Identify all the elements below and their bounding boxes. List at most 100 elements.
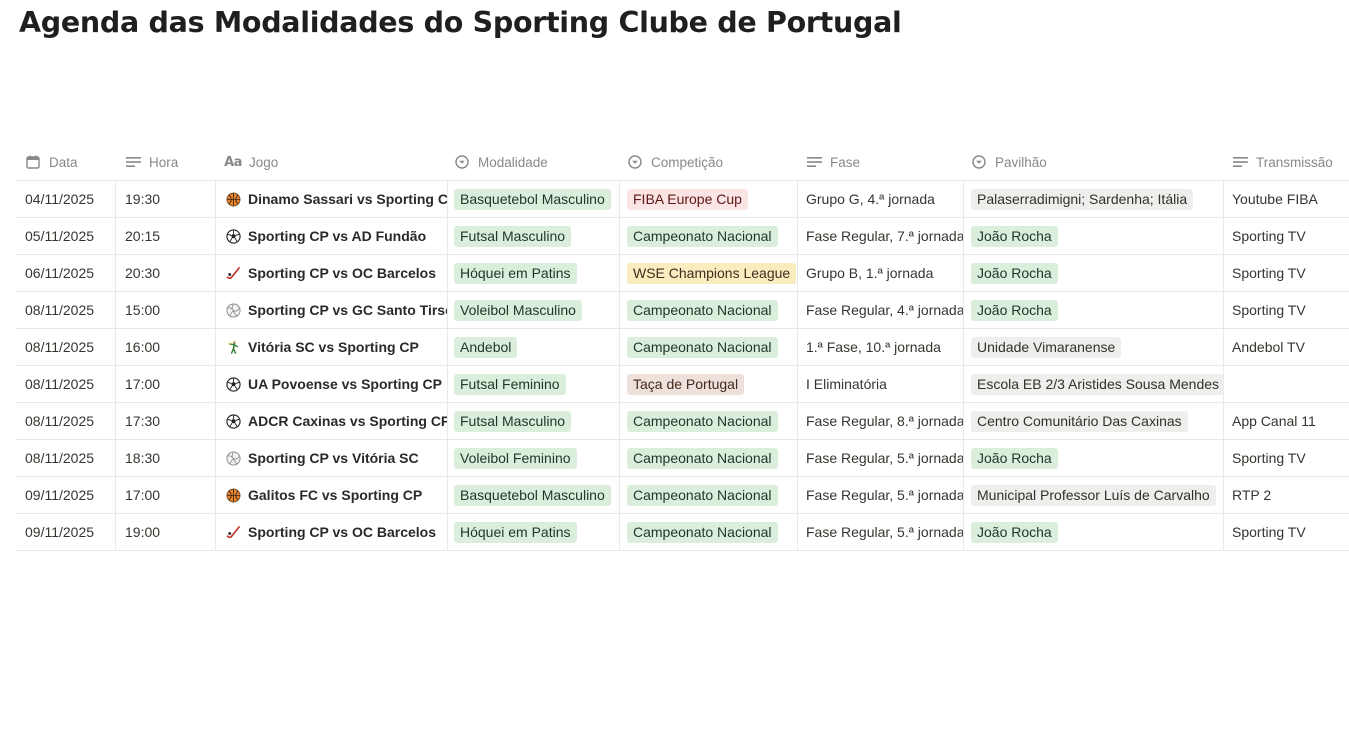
cell-hora[interactable]: 17:00 (116, 366, 216, 402)
cell-jogo[interactable]: Sporting CP vs OC Barcelos (216, 514, 448, 550)
column-header-hora[interactable]: Hora (116, 144, 216, 180)
table-row[interactable]: 08/11/2025 17:30 ADCR Caxinas vs Sportin… (16, 403, 1349, 440)
table-row[interactable]: 08/11/2025 18:30 Sporting CP vs Vitória … (16, 440, 1349, 477)
cell-pavilhao[interactable]: Municipal Professor Luís de Carvalho (964, 477, 1224, 513)
table-row[interactable]: 08/11/2025 17:00 UA Povoense vs Sporting… (16, 366, 1349, 403)
column-header-modalidade[interactable]: Modalidade (448, 144, 620, 180)
cell-fase[interactable]: Fase Regular, 4.ª jornada (798, 292, 964, 328)
cell-data[interactable]: 09/11/2025 (16, 477, 116, 513)
cell-hora[interactable]: 19:00 (116, 514, 216, 550)
cell-transmissao[interactable]: RTP 2 (1232, 487, 1272, 503)
table-row[interactable]: 04/11/2025 19:30 Dinamo Sassari vs Sport… (16, 181, 1349, 218)
cell-competicao[interactable]: WSE Champions League (620, 255, 798, 291)
cell-competicao[interactable]: Campeonato Nacional (620, 440, 798, 476)
cell-pavilhao[interactable]: João Rocha (964, 218, 1224, 254)
cell-pavilhao[interactable]: Unidade Vimaranense (964, 329, 1224, 365)
cell-data[interactable]: 08/11/2025 (16, 403, 116, 439)
cell-pavilhao[interactable]: João Rocha (964, 292, 1224, 328)
cell-transmissao[interactable] (1224, 366, 1349, 402)
table-row[interactable]: 09/11/2025 17:00 Galitos FC vs Sporting … (16, 477, 1349, 514)
cell-pavilhao[interactable]: João Rocha (964, 440, 1224, 476)
cell-jogo[interactable]: Sporting CP vs Vitória SC (216, 440, 448, 476)
cell-jogo[interactable]: Sporting CP vs GC Santo Tirso (216, 292, 448, 328)
cell-modalidade[interactable]: Basquetebol Masculino (448, 477, 620, 513)
cell-hora[interactable]: 18:30 (116, 440, 216, 476)
cell-competicao[interactable]: Campeonato Nacional (620, 218, 798, 254)
cell-modalidade[interactable]: Voleibol Masculino (448, 292, 620, 328)
cell-data[interactable]: 08/11/2025 (16, 292, 116, 328)
table-row[interactable]: 06/11/2025 20:30 Sporting CP vs OC Barce… (16, 255, 1349, 292)
cell-competicao[interactable]: Campeonato Nacional (620, 403, 798, 439)
cell-transmissao[interactable]: Sporting TV (1232, 228, 1306, 244)
cell-modalidade[interactable]: Futsal Masculino (448, 218, 620, 254)
cell-modalidade[interactable]: Andebol (448, 329, 620, 365)
cell-fase[interactable]: 1.ª Fase, 10.ª jornada (798, 329, 964, 365)
cell-modalidade[interactable]: Hóquei em Patins (448, 514, 620, 550)
cell-fase[interactable]: Grupo G, 4.ª jornada (798, 181, 964, 217)
cell-jogo[interactable]: Sporting CP vs AD Fundão (216, 218, 448, 254)
cell-fase[interactable]: Fase Regular, 7.ª jornada (798, 218, 964, 254)
cell-fase[interactable]: Fase Regular, 8.ª jornada (798, 403, 964, 439)
column-header-jogo[interactable]: Aa Jogo (216, 144, 448, 180)
cell-competicao[interactable]: Campeonato Nacional (620, 477, 798, 513)
cell-jogo[interactable]: UA Povoense vs Sporting CP (216, 366, 448, 402)
cell-competicao[interactable]: Campeonato Nacional (620, 329, 798, 365)
cell-data[interactable]: 09/11/2025 (16, 514, 116, 550)
cell-pavilhao[interactable]: Escola EB 2/3 Aristides Sousa Mendes (964, 366, 1224, 402)
column-header-pavilhao[interactable]: Pavilhão (964, 144, 1224, 180)
cell-data[interactable]: 04/11/2025 (16, 181, 116, 217)
column-header-transmissao[interactable]: Transmissão (1224, 144, 1349, 180)
cell-modalidade[interactable]: Hóquei em Patins (448, 255, 620, 291)
table-row[interactable]: 08/11/2025 15:00 Sporting CP vs GC Santo… (16, 292, 1349, 329)
cell-transmissao[interactable]: Sporting TV (1232, 450, 1306, 466)
cell-pavilhao[interactable]: João Rocha (964, 514, 1224, 550)
cell-modalidade[interactable]: Voleibol Feminino (448, 440, 620, 476)
cell-hora[interactable]: 20:30 (116, 255, 216, 291)
column-label: Fase (830, 154, 861, 170)
cell-data[interactable]: 08/11/2025 (16, 440, 116, 476)
cell-hora[interactable]: 17:30 (116, 403, 216, 439)
cell-pavilhao[interactable]: Palaserradimigni; Sardenha; Itália (964, 181, 1224, 217)
cell-transmissao[interactable]: Sporting TV (1232, 302, 1306, 318)
cell-transmissao[interactable]: App Canal 11 (1232, 413, 1316, 429)
cell-fase[interactable]: Fase Regular, 5.ª jornada (798, 477, 964, 513)
cell-transmissao[interactable]: Sporting TV (1232, 265, 1306, 281)
cell-transmissao[interactable]: Andebol TV (1232, 339, 1305, 355)
cell-competicao[interactable]: Campeonato Nacional (620, 292, 798, 328)
cell-jogo[interactable]: Galitos FC vs Sporting CP (216, 477, 448, 513)
cell-modalidade[interactable]: Futsal Feminino (448, 366, 620, 402)
cell-hora[interactable]: 20:15 (116, 218, 216, 254)
cell-fase[interactable]: I Eliminatória (798, 366, 964, 402)
cell-pavilhao[interactable]: Centro Comunitário Das Caxinas (964, 403, 1224, 439)
cell-fase[interactable]: Grupo B, 1.ª jornada (798, 255, 964, 291)
cell-fase[interactable]: Fase Regular, 5.ª jornada (798, 514, 964, 550)
column-header-fase[interactable]: Fase (798, 144, 964, 180)
table-row[interactable]: 09/11/2025 19:00 Sporting CP vs OC Barce… (16, 514, 1349, 551)
cell-jogo[interactable]: Sporting CP vs OC Barcelos (216, 255, 448, 291)
cell-data[interactable]: 08/11/2025 (16, 329, 116, 365)
cell-transmissao[interactable]: Youtube FIBA (1232, 191, 1318, 207)
cell-hora[interactable]: 16:00 (116, 329, 216, 365)
cell-competicao[interactable]: FIBA Europe Cup (620, 181, 798, 217)
cell-jogo[interactable]: Vitória SC vs Sporting CP (216, 329, 448, 365)
cell-pavilhao[interactable]: João Rocha (964, 255, 1224, 291)
cell-competicao[interactable]: Taça de Portugal (620, 366, 798, 402)
cell-fase[interactable]: Fase Regular, 5.ª jornada (798, 440, 964, 476)
cell-data[interactable]: 05/11/2025 (16, 218, 116, 254)
column-header-data[interactable]: Data (16, 144, 116, 180)
cell-jogo[interactable]: ADCR Caxinas vs Sporting CP (216, 403, 448, 439)
cell-modalidade[interactable]: Basquetebol Masculino (448, 181, 620, 217)
cell-modalidade[interactable]: Futsal Masculino (448, 403, 620, 439)
cell-transmissao[interactable]: Sporting TV (1232, 524, 1306, 540)
cell-competicao[interactable]: Campeonato Nacional (620, 514, 798, 550)
cell-jogo[interactable]: Dinamo Sassari vs Sporting CP (216, 181, 448, 217)
cell-data[interactable]: 06/11/2025 (16, 255, 116, 291)
cell-data[interactable]: 08/11/2025 (16, 366, 116, 402)
cell-hora[interactable]: 15:00 (116, 292, 216, 328)
table-row[interactable]: 08/11/2025 16:00 Vitória SC vs Sporting … (16, 329, 1349, 366)
cell-hora[interactable]: 19:30 (116, 181, 216, 217)
calendar-icon (25, 154, 41, 170)
column-header-competicao[interactable]: Competição (620, 144, 798, 180)
table-row[interactable]: 05/11/2025 20:15 Sporting CP vs AD Fundã… (16, 218, 1349, 255)
cell-hora[interactable]: 17:00 (116, 477, 216, 513)
